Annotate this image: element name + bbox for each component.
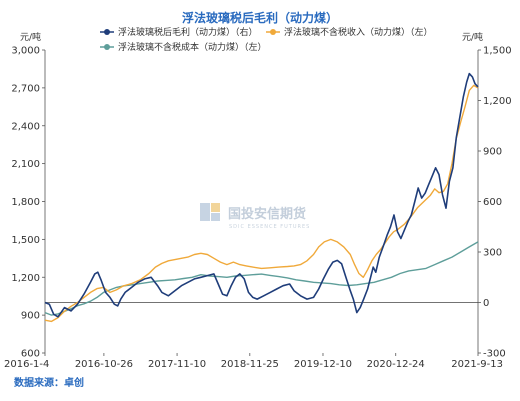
right-tick-label: 300	[483, 248, 502, 259]
right-tick-label: 1,500	[483, 46, 512, 57]
right-tick-label: -300	[483, 349, 506, 360]
legend-label: 浮法玻璃不含税成本（动力煤）（左）	[118, 41, 267, 53]
left-tick-label: 1,500	[11, 235, 40, 246]
right-tick-label: 600	[483, 197, 502, 208]
left-tick-label: 600	[21, 349, 40, 360]
data-source: 数据来源：卓创	[14, 376, 84, 389]
right-tick-label: 0	[483, 298, 489, 309]
series-line-1	[44, 84, 479, 323]
left-tick-label: 2,100	[11, 159, 40, 170]
left-tick-label: 900	[21, 311, 40, 322]
right-tick-label: 1,200	[483, 96, 512, 107]
axes	[44, 50, 479, 353]
left-tick-label: 2,400	[11, 121, 40, 132]
left-tick-label: 1,200	[11, 273, 40, 284]
x-tick-label: 2018-11-25	[221, 359, 279, 370]
left-tick-label: 3,000	[11, 46, 40, 57]
watermark-subtitle: SDIC ESSENCE FUTURES	[229, 224, 310, 230]
legend-label: 浮法玻璃税后毛利（动力煤）（右）	[118, 26, 258, 38]
left-axis-unit: 元/吨	[20, 31, 41, 43]
series-line-2	[44, 241, 479, 316]
x-tick-label: 2021-9-13	[451, 359, 503, 370]
x-tick-label: 2016-1-4	[4, 359, 49, 370]
watermark-logo	[200, 203, 220, 221]
series-line-0	[44, 72, 479, 318]
legend: 浮法玻璃税后毛利（动力煤）（右） 浮法玻璃不含税收入（动力煤）（左） 浮法玻璃不含税…	[100, 26, 433, 53]
left-tick-label: 1,800	[11, 197, 40, 208]
legend-label: 浮法玻璃不含税收入（动力煤）（左）	[284, 26, 433, 38]
chart-title: 浮法玻璃税后毛利（动力煤）	[182, 10, 338, 25]
x-tick-label: 2019-12-10	[294, 359, 352, 370]
watermark-name: 国投安信期货	[228, 206, 306, 222]
x-axis-ticks: 2016-1-4 2016-10-26 2017-11-10 2018-11-25 20…	[4, 353, 503, 370]
right-axis-ticks: -300 0 300 600 900 1,200 1,500	[478, 46, 512, 360]
right-axis-unit: 元/吨	[462, 31, 483, 43]
left-axis-ticks: 600 900 1,200 1,500 1,800 2,100 2,400 2,700 3,00…	[11, 46, 45, 360]
watermark: 国投安信期货 SDIC ESSENCE FUTURES	[200, 203, 310, 230]
right-tick-label: 900	[483, 147, 502, 158]
legend-swatch-marker	[104, 44, 110, 50]
x-tick-label: 2016-10-26	[75, 359, 133, 370]
x-tick-label: 2020-12-24	[367, 359, 425, 370]
x-tick-label: 2017-11-10	[148, 359, 206, 370]
left-tick-label: 2,700	[11, 83, 40, 94]
legend-swatch-marker	[104, 29, 110, 35]
legend-swatch-marker	[270, 29, 276, 35]
series-lines	[44, 72, 479, 323]
